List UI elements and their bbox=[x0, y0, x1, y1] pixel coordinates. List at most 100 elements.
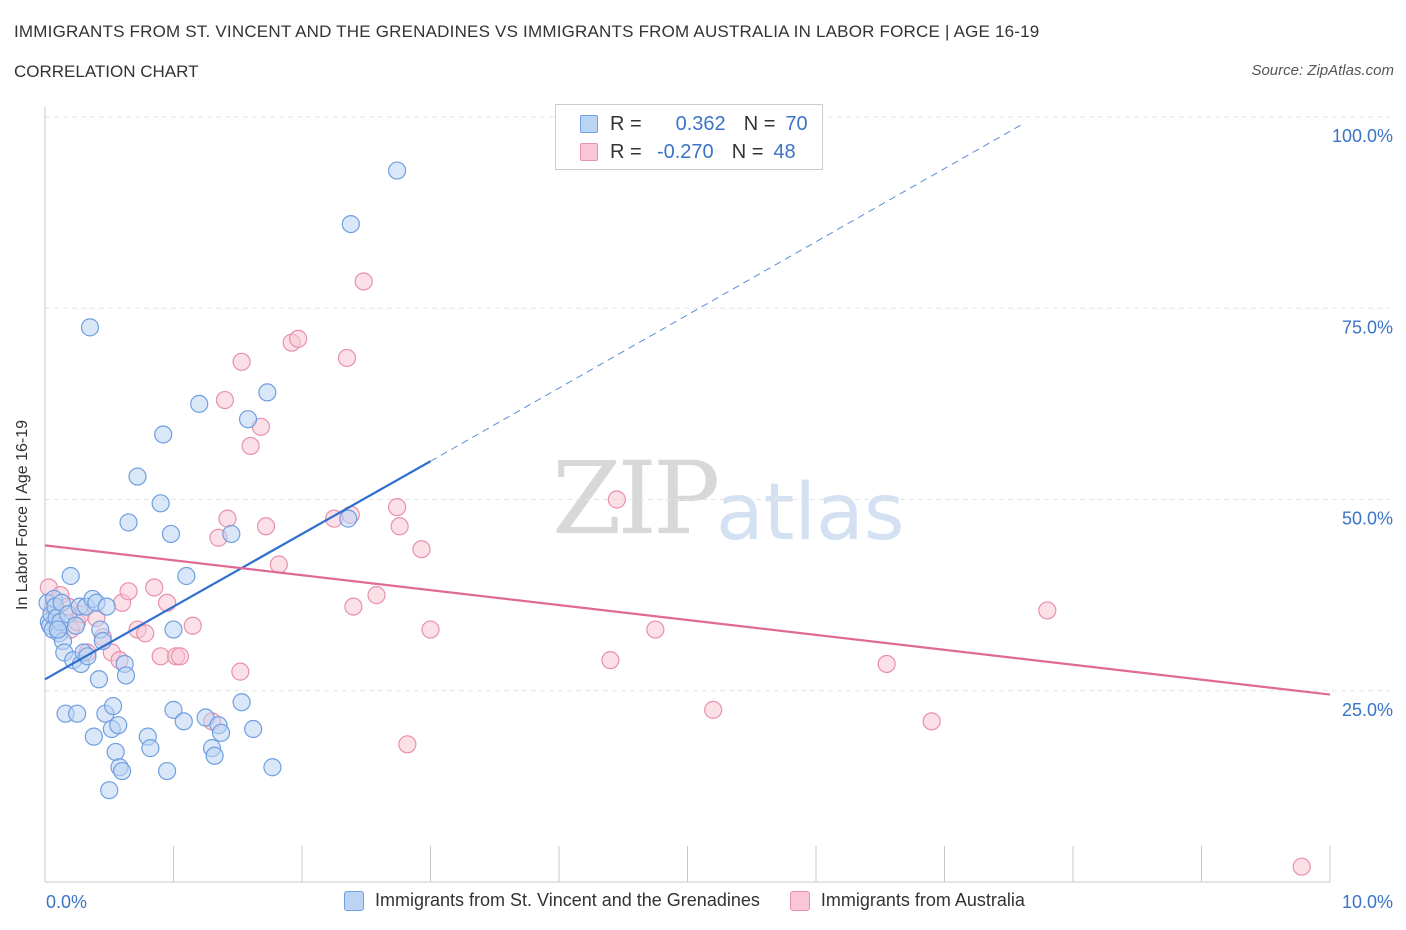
data-point-svg bbox=[100, 781, 119, 800]
data-point-australia bbox=[344, 597, 363, 616]
watermark-zip: ZIP bbox=[552, 440, 720, 557]
data-point-australia bbox=[218, 509, 237, 528]
data-point-australia bbox=[1038, 601, 1057, 620]
bottom-legend-item-australia: Immigrants from Australia bbox=[789, 890, 1025, 911]
legend-r-value: -0.270 bbox=[656, 140, 714, 163]
legend-row-pink: R = -0.270 N = 48 bbox=[580, 139, 796, 165]
data-point-australia bbox=[215, 390, 234, 410]
data-point-svg bbox=[151, 494, 170, 513]
data-point-australia bbox=[387, 498, 407, 517]
trend-line-svg bbox=[44, 460, 432, 681]
data-point-svg bbox=[89, 670, 109, 689]
data-point-svg bbox=[80, 318, 100, 337]
data-point-svg bbox=[84, 727, 103, 746]
data-point-australia bbox=[145, 578, 164, 597]
data-point-svg bbox=[48, 620, 67, 639]
data-point-australia bbox=[183, 616, 202, 635]
data-point-australia bbox=[136, 624, 155, 643]
legend: R = 0.362 N = 70 R = -0.270 N = 48 bbox=[555, 104, 823, 170]
legend-swatch-pink bbox=[580, 143, 598, 161]
bottom-legend-item-svg: Immigrants from St. Vincent and the Gren… bbox=[344, 890, 760, 911]
data-point-svg bbox=[205, 746, 224, 765]
data-point-australia bbox=[922, 712, 941, 731]
data-point-svg bbox=[244, 719, 263, 739]
y-tick-label: 100.0% bbox=[1332, 126, 1393, 146]
data-point-australia bbox=[337, 348, 357, 368]
data-point-australia bbox=[390, 517, 409, 536]
data-point-svg bbox=[258, 383, 277, 402]
data-point-svg bbox=[211, 723, 231, 742]
data-point-australia bbox=[289, 329, 308, 348]
data-point-svg bbox=[387, 161, 407, 180]
data-point-svg bbox=[68, 704, 87, 723]
trend-line-australia bbox=[44, 544, 1331, 696]
data-point-svg bbox=[232, 693, 251, 712]
data-point-svg bbox=[339, 509, 358, 528]
legend-r-key: R = bbox=[610, 112, 642, 135]
data-point-australia bbox=[119, 582, 138, 601]
data-point-svg bbox=[238, 410, 258, 429]
data-point-australia bbox=[151, 647, 170, 666]
data-point-svg bbox=[106, 742, 125, 762]
legend-r-value: 0.362 bbox=[675, 112, 726, 135]
data-point-svg bbox=[161, 524, 181, 544]
data-point-svg bbox=[174, 712, 193, 731]
data-point-australia bbox=[398, 735, 417, 754]
data-point-australia bbox=[232, 352, 251, 371]
bottom-legend-swatch-pink bbox=[789, 890, 810, 911]
chart-subtitle: CORRELATION CHART bbox=[14, 62, 199, 81]
y-tick-label: 25.0% bbox=[1342, 700, 1393, 720]
trend-lines bbox=[44, 124, 1331, 696]
bottom-legend-label-australia: Immigrants from Australia bbox=[820, 890, 1025, 910]
data-point-australia bbox=[607, 490, 626, 509]
data-point-svg bbox=[190, 394, 209, 413]
legend-n-key: N = bbox=[743, 112, 776, 135]
data-point-australia bbox=[157, 593, 177, 612]
legend-r-key: R = bbox=[610, 140, 642, 163]
gridlines bbox=[45, 116, 1390, 692]
data-point-australia bbox=[170, 647, 190, 666]
legend-n-value: 48 bbox=[773, 140, 796, 163]
trend-line-svg-extension bbox=[430, 124, 1022, 462]
data-point-australia bbox=[354, 272, 373, 291]
data-point-svg bbox=[164, 700, 183, 719]
data-point-svg bbox=[104, 696, 123, 716]
data-point-australia bbox=[704, 700, 723, 719]
data-point-australia bbox=[241, 436, 260, 456]
data-point-svg bbox=[141, 739, 160, 758]
data-point-australia bbox=[412, 540, 431, 559]
data-point-svg bbox=[112, 761, 132, 781]
data-point-svg bbox=[109, 716, 128, 735]
data-point-svg bbox=[66, 616, 85, 635]
series-svg-points bbox=[38, 161, 407, 800]
data-point-svg bbox=[263, 758, 282, 777]
data-point-svg bbox=[119, 513, 138, 532]
source-label: Source: ZipAtlas.com bbox=[1251, 62, 1394, 79]
data-point-svg bbox=[222, 524, 241, 544]
y-tick-label: 75.0% bbox=[1342, 317, 1393, 337]
watermark-atlas: atlas bbox=[716, 468, 905, 558]
bottom-legend-label-svg: Immigrants from St. Vincent and the Gren… bbox=[375, 890, 760, 910]
data-point-svg bbox=[128, 467, 147, 486]
data-point-svg bbox=[154, 425, 173, 444]
data-point-svg bbox=[164, 620, 183, 639]
data-point-australia bbox=[646, 620, 665, 639]
axes bbox=[44, 107, 1331, 883]
y-tick-label: 50.0% bbox=[1342, 509, 1393, 529]
legend-n-key: N = bbox=[731, 140, 764, 163]
x-tick-label: 0.0% bbox=[46, 892, 87, 912]
x-tick-label: 10.0% bbox=[1342, 892, 1393, 912]
data-point-australia bbox=[256, 517, 276, 536]
data-point-svg bbox=[116, 666, 136, 685]
data-point-svg bbox=[177, 566, 196, 586]
tick-labels: 25.0% 50.0% 75.0% 100.0% 0.0% 10.0% bbox=[46, 126, 1393, 912]
data-point-svg bbox=[157, 761, 177, 781]
data-point-australia bbox=[421, 620, 440, 639]
legend-swatch-blue bbox=[580, 115, 598, 133]
data-point-svg bbox=[341, 215, 360, 234]
legend-n-value: 70 bbox=[785, 112, 808, 135]
data-point-australia bbox=[1292, 857, 1311, 876]
bottom-legend-swatch-blue bbox=[344, 890, 364, 911]
y-axis-label: In Labor Force | Age 16-19 bbox=[14, 419, 31, 610]
